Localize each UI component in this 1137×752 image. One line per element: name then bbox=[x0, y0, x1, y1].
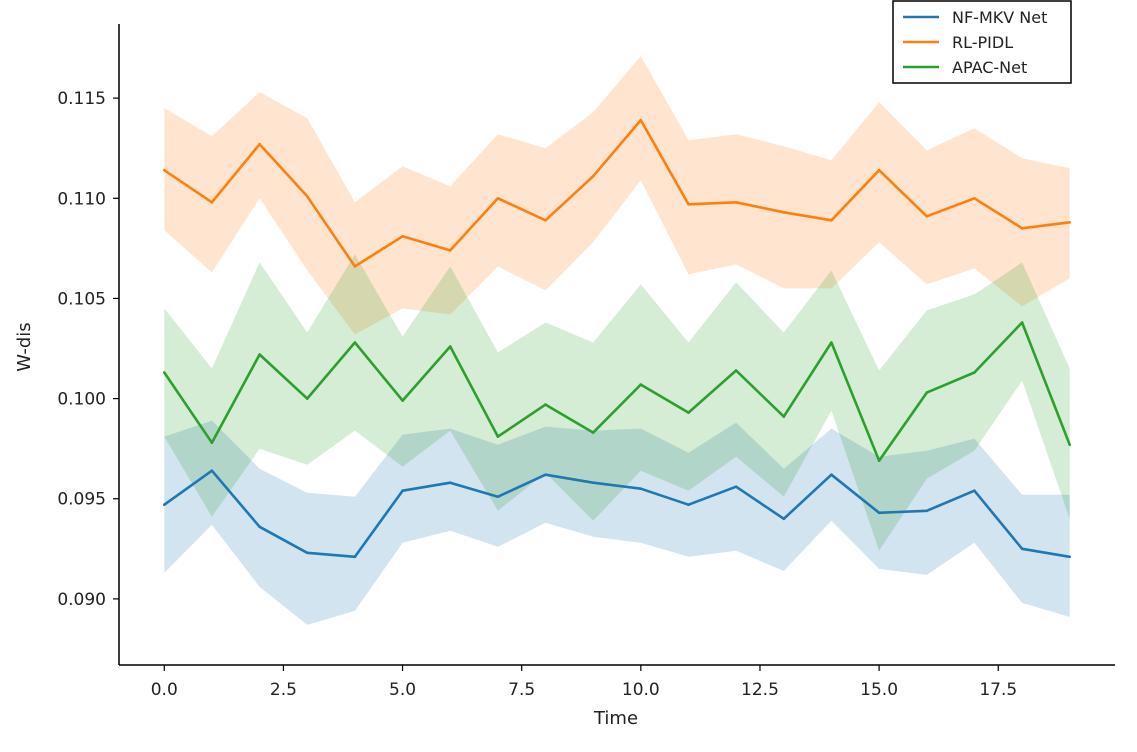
apac-net-point bbox=[830, 341, 833, 344]
y-tick-label: 0.090 bbox=[57, 590, 106, 610]
rl-pidl-point bbox=[687, 203, 690, 206]
nf-mkv-net-point bbox=[544, 473, 547, 477]
apac-net-point bbox=[591, 431, 595, 434]
nf-mkv-net-point bbox=[210, 469, 214, 473]
apac-net-point bbox=[210, 441, 214, 445]
rl-pidl-point bbox=[305, 195, 309, 198]
rl-pidl-point bbox=[448, 249, 452, 252]
nf-mkv-net-line bbox=[163, 469, 1070, 559]
nf-mkv-net-legend-label: NF-MKV Net bbox=[952, 8, 1047, 27]
apac-net-point bbox=[401, 399, 404, 402]
rl-pidl-point bbox=[401, 235, 404, 238]
rl-pidl-point bbox=[877, 168, 881, 172]
apac-net-point bbox=[687, 411, 690, 414]
apac-net-legend-label: APAC-Net bbox=[952, 58, 1027, 77]
nf-mkv-net-point bbox=[877, 511, 881, 515]
apac-net-point bbox=[973, 371, 976, 374]
rl-pidl-point bbox=[496, 197, 500, 200]
nf-mkv-net-point bbox=[591, 481, 595, 485]
rl-pidl-point bbox=[353, 265, 357, 268]
x-tick-label: 12.5 bbox=[741, 680, 779, 700]
apac-net-point bbox=[782, 415, 786, 418]
rl-pidl-band bbox=[164, 56, 1070, 335]
apac-net-point bbox=[163, 371, 166, 374]
x-tick-label: 17.5 bbox=[979, 680, 1017, 700]
x-ticks: 0.0 2.5 5.0 7.5 10.0 12.5 15.0 17.5 bbox=[151, 665, 1017, 700]
y-tick-label: 0.095 bbox=[57, 490, 106, 510]
x-tick-label: 0.0 bbox=[151, 680, 178, 700]
rl-pidl-point bbox=[1068, 221, 1071, 224]
rl-pidl-point bbox=[544, 219, 547, 222]
nf-mkv-net-point bbox=[830, 473, 833, 477]
y-ticks: 0.090 0.095 0.100 0.105 0.110 0.115 bbox=[57, 89, 119, 610]
apac-net-point bbox=[1020, 321, 1024, 324]
nf-mkv-net-point bbox=[639, 487, 643, 491]
apac-net-point bbox=[925, 391, 929, 394]
nf-mkv-net-point bbox=[163, 503, 166, 507]
x-tick-label: 10.0 bbox=[622, 680, 660, 700]
rl-pidl-legend-label: RL-PIDL bbox=[952, 33, 1013, 52]
nf-mkv-net-point bbox=[782, 517, 786, 521]
apac-net-point bbox=[448, 345, 452, 348]
x-tick-label: 5.0 bbox=[389, 680, 416, 700]
apac-net-line bbox=[163, 321, 1071, 463]
nf-mkv-net-point bbox=[305, 551, 309, 555]
rl-pidl-point bbox=[639, 118, 643, 122]
x-tick-label: 2.5 bbox=[270, 680, 297, 700]
confidence-bands bbox=[164, 56, 1070, 625]
apac-net-point bbox=[544, 403, 547, 406]
rl-pidl-point bbox=[163, 168, 166, 172]
series-lines bbox=[163, 118, 1071, 559]
legend: NF-MKV Net RL-PIDL APAC-Net bbox=[892, 0, 1072, 84]
apac-net-point bbox=[305, 397, 309, 400]
apac-net-point bbox=[353, 341, 357, 344]
rl-pidl-point bbox=[830, 219, 833, 222]
nf-mkv-net-point bbox=[687, 503, 690, 507]
apac-net-point bbox=[734, 369, 738, 372]
nf-mkv-net-point bbox=[448, 481, 452, 485]
y-tick-label: 0.105 bbox=[57, 289, 106, 309]
rl-pidl-point bbox=[782, 211, 786, 214]
nf-mkv-net-point bbox=[734, 485, 738, 489]
apac-net-band bbox=[164, 254, 1070, 551]
y-tick-label: 0.115 bbox=[57, 89, 106, 109]
nf-mkv-net-point bbox=[973, 489, 976, 493]
nf-mkv-net-point bbox=[353, 555, 357, 559]
nf-mkv-net-point bbox=[496, 495, 500, 499]
apac-net-point bbox=[877, 459, 881, 463]
axes bbox=[118, 24, 1115, 666]
nf-mkv-net-point bbox=[1020, 547, 1024, 551]
apac-net-point bbox=[496, 435, 500, 438]
nf-mkv-net-point bbox=[401, 489, 404, 493]
nf-mkv-net-point bbox=[925, 509, 929, 513]
apac-net-point bbox=[639, 383, 643, 386]
y-axis-label: W-dis bbox=[14, 322, 35, 371]
x-axis-label: Time bbox=[593, 708, 638, 729]
nf-mkv-net-band bbox=[164, 420, 1070, 625]
y-tick-label: 0.110 bbox=[57, 189, 106, 209]
apac-net-point bbox=[1068, 443, 1071, 447]
rl-pidl-point bbox=[258, 142, 261, 146]
nf-mkv-net-point bbox=[1068, 555, 1071, 559]
rl-pidl-point bbox=[210, 201, 214, 204]
rl-pidl-point bbox=[734, 201, 738, 204]
rl-pidl-line bbox=[163, 118, 1070, 268]
x-tick-label: 15.0 bbox=[860, 680, 898, 700]
apac-net-point bbox=[258, 353, 261, 356]
rl-pidl-point bbox=[973, 197, 976, 200]
rl-pidl-point bbox=[591, 174, 595, 178]
rl-pidl-point bbox=[1020, 227, 1024, 230]
y-tick-label: 0.100 bbox=[57, 390, 106, 410]
nf-mkv-net-point bbox=[258, 525, 261, 529]
x-tick-label: 7.5 bbox=[508, 680, 535, 700]
rl-pidl-point bbox=[925, 215, 929, 218]
